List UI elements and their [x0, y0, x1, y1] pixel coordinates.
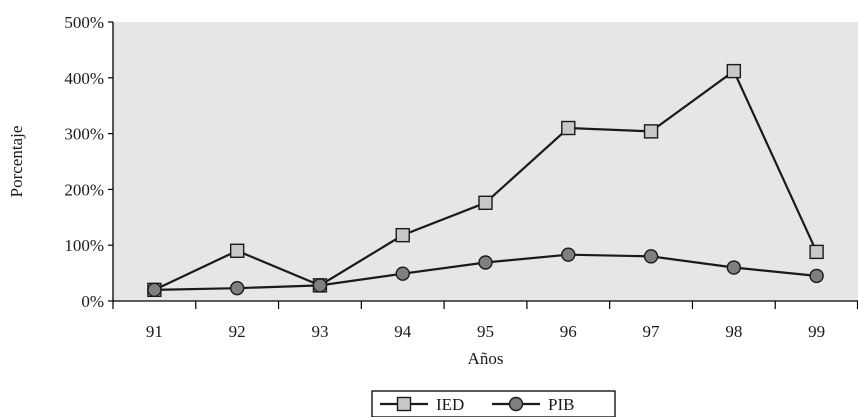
series-pib: [147, 247, 824, 298]
data-point-pib: [643, 249, 659, 264]
circle-marker-icon: [508, 396, 524, 412]
legend-entry-ied: IED: [380, 395, 464, 414]
legend-label: PIB: [548, 395, 574, 414]
data-point-pib: [561, 247, 576, 262]
x-tick-label: 97: [643, 322, 661, 341]
legend-items: IED PIB: [380, 395, 574, 414]
y-tick-label: 200%: [64, 180, 104, 199]
x-tick-label: 93: [311, 322, 328, 341]
square-marker-icon: [396, 396, 412, 412]
y-tick-label: 300%: [64, 125, 104, 144]
x-axis-title: Años: [468, 349, 504, 368]
y-tick-label: 100%: [64, 236, 104, 255]
data-point-pib: [726, 260, 742, 275]
data-point-ied: [643, 124, 659, 139]
y-tick-label: 0%: [81, 292, 104, 311]
legend-label: IED: [436, 395, 464, 414]
y-tick-label: 400%: [64, 69, 104, 88]
data-point-ied: [478, 195, 493, 210]
legend: IED PIB: [371, 390, 616, 417]
data-point-pib: [809, 268, 824, 284]
x-tick-label: 95: [477, 322, 494, 341]
x-tick-label: 96: [560, 322, 577, 341]
x-axis: 91 92 93 94 95 96 97 98 99: [112, 300, 858, 341]
data-point-pib: [147, 282, 162, 298]
x-tick-label: 91: [146, 322, 163, 341]
data-point-pib: [229, 280, 245, 296]
series-layer: [147, 63, 824, 298]
data-point-pib: [478, 255, 493, 270]
data-point-pib: [395, 266, 410, 281]
legend-entry-pib: PIB: [492, 395, 574, 414]
data-point-ied: [229, 243, 245, 258]
data-point-ied: [561, 120, 576, 136]
x-tick-label: 94: [394, 322, 412, 341]
data-point-ied: [809, 244, 824, 260]
y-axis-title: Porcentaje: [7, 126, 26, 198]
y-tick-label: 500%: [64, 13, 104, 32]
x-tick-label: 98: [725, 322, 742, 341]
data-point-pib: [312, 278, 328, 293]
y-axis: 0% 100% 200% 300% 400% 500%: [64, 13, 114, 311]
data-point-ied: [726, 63, 742, 79]
data-point-ied: [395, 227, 410, 243]
x-tick-label: 99: [808, 322, 825, 341]
x-tick-label: 92: [229, 322, 246, 341]
